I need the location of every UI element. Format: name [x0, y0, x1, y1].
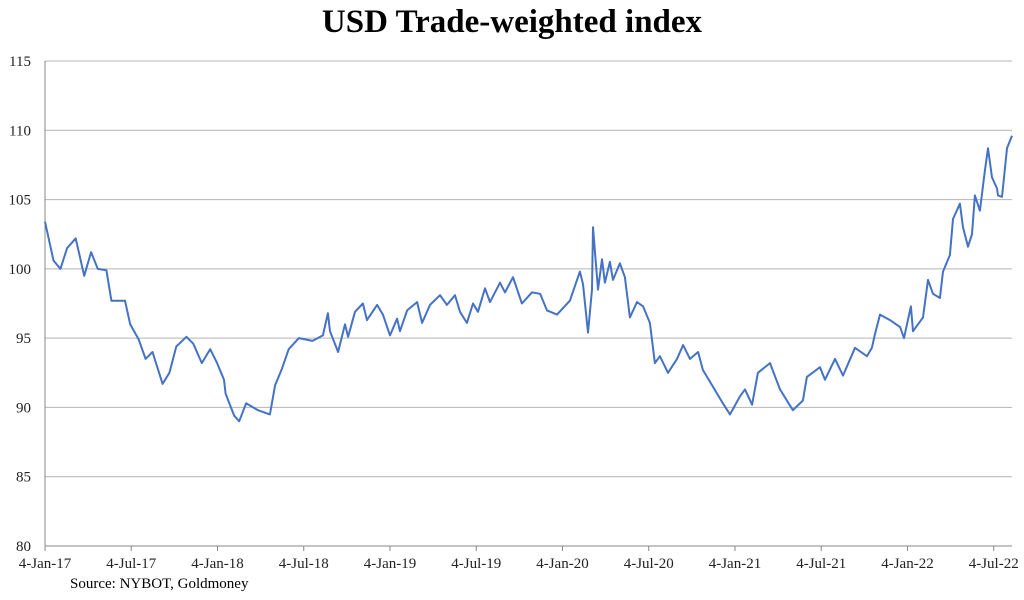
y-tick-label: 95	[16, 331, 31, 347]
gridlines	[45, 60, 1012, 478]
x-tick-label: 4-Jul-22	[969, 556, 1019, 572]
y-tick-label: 110	[9, 123, 31, 139]
x-tick-label: 4-Jan-22	[881, 556, 934, 572]
y-tick-label: 80	[16, 539, 31, 555]
y-tick-label: 85	[16, 470, 31, 486]
x-tick-label: 4-Jul-17	[106, 556, 156, 572]
series-lines	[44, 135, 1013, 423]
x-tick-label: 4-Jan-19	[364, 556, 417, 572]
x-tick-label: 4-Jul-18	[279, 556, 329, 572]
x-tick-label: 4-Jan-17	[19, 556, 72, 572]
x-tick-label: 4-Jul-20	[624, 556, 674, 572]
source-note: Source: NYBOT, Goldmoney	[70, 576, 249, 592]
y-tick-label: 100	[9, 262, 32, 278]
x-tick-label: 4-Jan-20	[536, 556, 589, 572]
y-tick-label: 115	[9, 54, 31, 70]
x-tick-label: 4-Jan-18	[191, 556, 244, 572]
x-tick-label: 4-Jul-19	[451, 556, 501, 572]
axes	[44, 61, 1012, 551]
series-line-usd-index	[44, 135, 1013, 423]
tick-labels: 80 85 90 95 100 105 110 115 4-Jan-17 4-Jul-17 4-Ja…	[9, 54, 1019, 572]
chart-title: USD Trade-weighted index	[321, 4, 703, 40]
y-tick-label: 90	[16, 400, 31, 416]
x-tick-label: 4-Jul-21	[796, 556, 846, 572]
x-tick-label: 4-Jan-21	[709, 556, 762, 572]
y-tick-label: 105	[9, 193, 32, 209]
